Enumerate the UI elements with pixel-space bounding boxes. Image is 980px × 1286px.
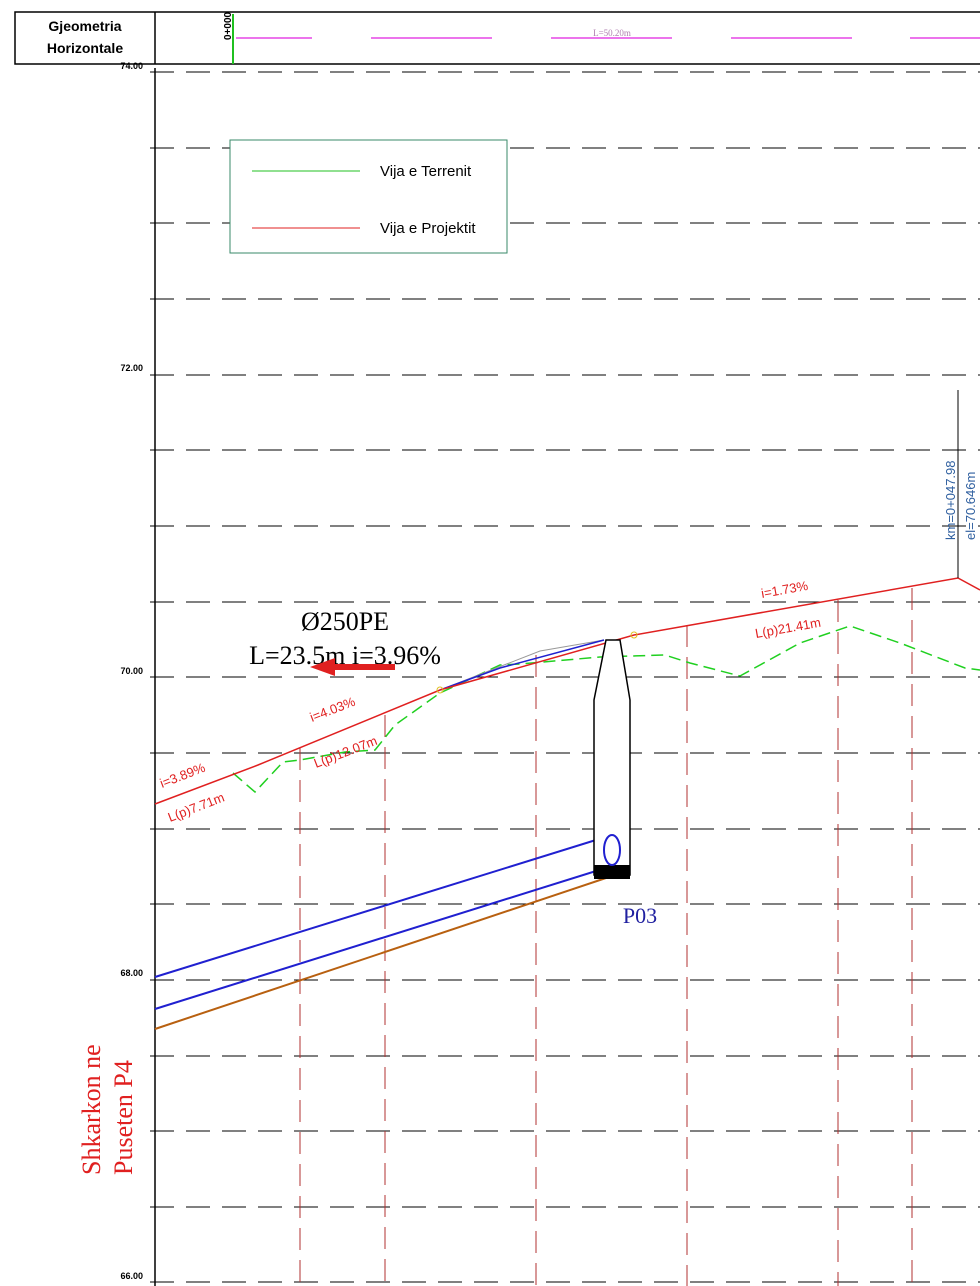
legend-box bbox=[229, 139, 508, 254]
elevation-label: 70.00 bbox=[120, 666, 143, 676]
manhole-label: P03 bbox=[623, 903, 657, 928]
project-line bbox=[154, 577, 980, 805]
vertex bbox=[630, 631, 638, 639]
manhole-base bbox=[594, 865, 630, 879]
header-box bbox=[14, 11, 980, 65]
header-title: Gjeometria bbox=[48, 18, 121, 34]
legend-label: Vija e Projektit bbox=[380, 220, 476, 237]
pipe-top bbox=[154, 834, 613, 978]
legend-label: Vija e Terrenit bbox=[380, 163, 472, 180]
station-label: 0+000 bbox=[223, 11, 234, 40]
pipe-bottom bbox=[154, 865, 613, 1010]
elevation-label: 68.00 bbox=[120, 968, 143, 978]
discharge-note: Shkarkon ne bbox=[77, 1044, 106, 1175]
pipe-section bbox=[603, 834, 621, 866]
discharge-note: Puseten P4 bbox=[109, 1060, 138, 1175]
elevation-label: 66.00 bbox=[120, 1271, 143, 1281]
elevation-label: 74.00 bbox=[120, 61, 143, 71]
vertex bbox=[436, 686, 444, 694]
slope-label: i=4.03% bbox=[308, 694, 358, 725]
grid bbox=[150, 71, 980, 1283]
pipe-label: Ø250PE bbox=[301, 607, 389, 636]
segment-length: L=50.20m bbox=[593, 28, 631, 38]
length-label: L(p)21.41m bbox=[754, 615, 822, 641]
station-mark: el=70.646m bbox=[963, 472, 978, 540]
elevation-label: 72.00 bbox=[120, 363, 143, 373]
length-label: L(p)7.71m bbox=[166, 790, 227, 825]
header-title: Horizontale bbox=[47, 40, 123, 56]
slope-label: i=1.73% bbox=[760, 578, 810, 601]
stations bbox=[299, 588, 913, 1286]
design-arc bbox=[439, 639, 605, 691]
station-mark: km=0+047.98 bbox=[943, 460, 958, 540]
flow-arrow bbox=[310, 658, 395, 676]
trench-bottom bbox=[154, 875, 613, 1030]
